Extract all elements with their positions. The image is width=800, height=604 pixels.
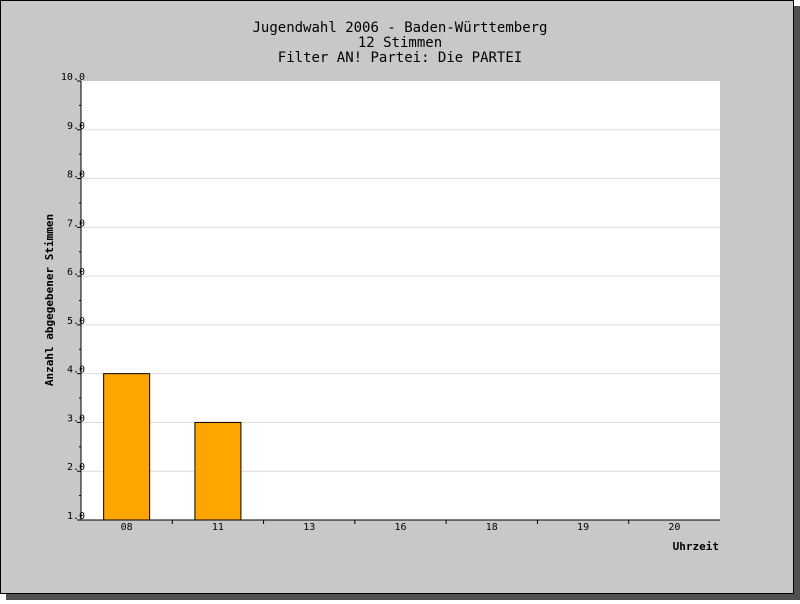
y-tick-label: 7.0 [67, 218, 85, 229]
x-tick-label: 19 [577, 522, 589, 533]
x-tick-label: 11 [212, 522, 224, 533]
plot-area [81, 81, 720, 520]
x-tick-label: 16 [394, 522, 406, 533]
bar-11 [194, 421, 242, 521]
x-tick-label: 18 [486, 522, 498, 533]
axes [77, 80, 720, 524]
y-axis-title: Anzahl abgegebener Stimmen [43, 214, 56, 386]
y-tick-label: 2.0 [67, 462, 85, 473]
x-tick-labels: 08 11 13 16 18 19 20 [121, 522, 681, 533]
x-tick-label: 20 [668, 522, 680, 533]
chart-subtitle-filter: Filter AN! Partei: Die PARTEI [278, 50, 522, 66]
y-tick-label: 9.0 [67, 121, 85, 132]
x-axis-title: Uhrzeit [673, 540, 719, 553]
y-tick-label: 8.0 [67, 170, 85, 181]
bars [103, 373, 242, 521]
chart-title: Jugendwahl 2006 - Baden-Württemberg [252, 20, 547, 36]
bar-08 [103, 373, 151, 521]
y-tick-label: 10.0 [61, 72, 85, 83]
chart-subtitle-votes: 12 Stimmen [358, 35, 442, 51]
grid-lines [81, 129, 720, 472]
y-tick-label: 5.0 [67, 316, 85, 327]
y-tick-labels: 1.0 2.0 3.0 4.0 5.0 6.0 7.0 8.0 9.0 10.0 [61, 72, 85, 522]
y-tick-label: 1.0 [67, 511, 85, 522]
y-tick-label: 4.0 [67, 365, 85, 376]
y-tick-label: 6.0 [67, 267, 85, 278]
x-tick-label: 13 [303, 522, 315, 533]
y-tick-label: 3.0 [67, 413, 85, 424]
x-tick-label: 08 [121, 522, 133, 533]
